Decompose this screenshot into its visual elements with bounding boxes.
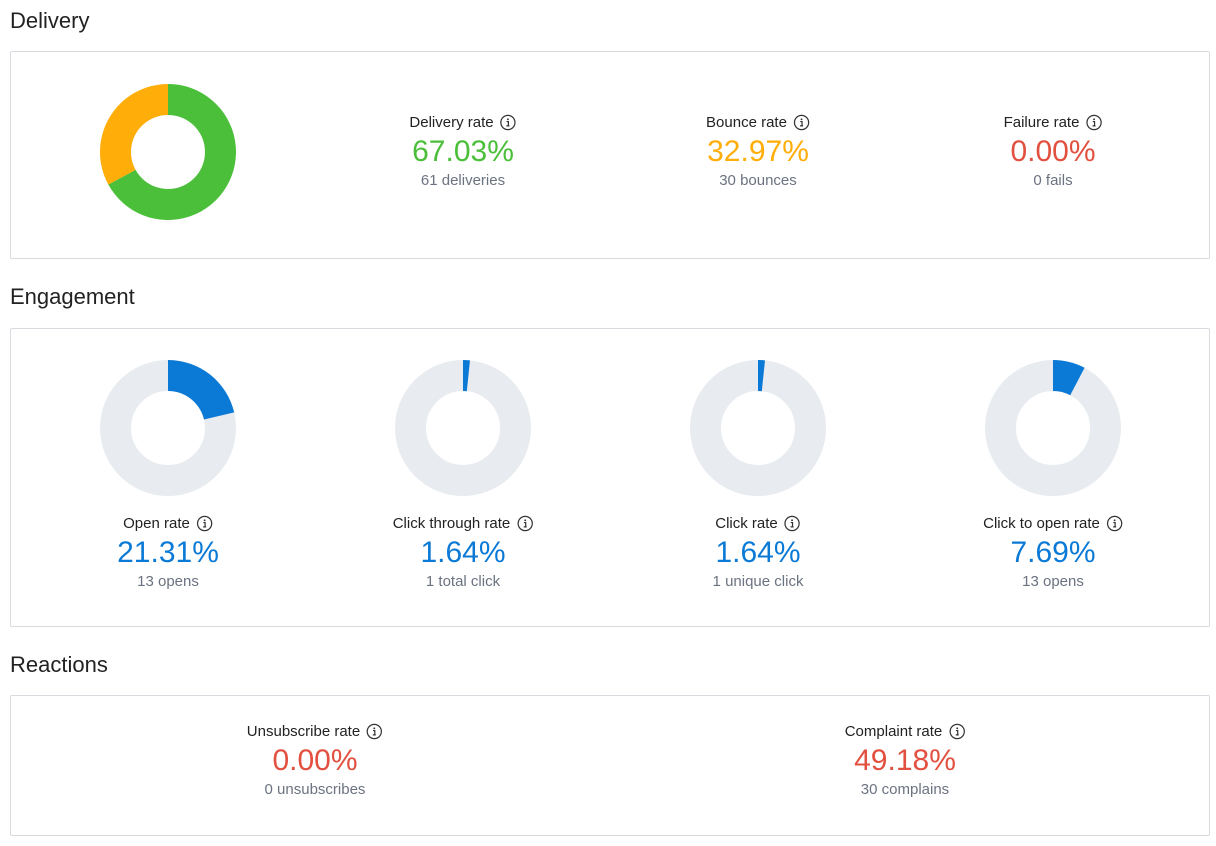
failure-rate-stat: Failure rate 0.00% 0 fails (1004, 112, 1103, 189)
bounce-rate-count: 30 bounces (719, 172, 797, 189)
info-icon[interactable] (516, 515, 533, 532)
click-rate-label: Click rate (715, 514, 778, 532)
open-rate-label: Open rate (123, 514, 190, 532)
unsubscribe-rate-label: Unsubscribe rate (246, 722, 361, 740)
open-rate-count: 13 opens (137, 573, 199, 590)
click-to-open-rate-label: Click to open rate (983, 514, 1100, 532)
donut-track (985, 360, 1121, 496)
bounce-rate-value: 32.97% (707, 135, 809, 168)
open-rate-value: 21.31% (117, 536, 219, 569)
click-to-open-rate-stat: Click to open rate 7.69% 13 opens (983, 513, 1123, 590)
click-to-open-rate-donut-chart (985, 360, 1121, 496)
donut-track (395, 360, 531, 496)
engagement-donut-value-slice (168, 360, 235, 420)
click-through-rate-stat: Click through rate 1.64% 1 total click (393, 513, 534, 590)
engagement-title: Engagement (10, 284, 135, 309)
click-through-rate-value: 1.64% (420, 536, 506, 569)
info-icon[interactable] (366, 723, 383, 740)
click-through-rate-count: 1 total click (425, 573, 501, 590)
delivery-rate-label: Delivery rate (409, 113, 494, 131)
click-rate-count: 1 unique click (712, 573, 804, 590)
engagement-card: Open rate 21.31% 13 opens Click through … (10, 328, 1210, 627)
failure-rate-label: Failure rate (1003, 113, 1080, 131)
click-to-open-rate-count: 13 opens (1022, 573, 1084, 590)
engagement-donut-value-slice (758, 360, 765, 392)
delivery-rate-stat: Delivery rate 67.03% 61 deliveries (409, 112, 516, 189)
delivery-rate-value: 67.03% (412, 135, 514, 168)
click-to-open-rate-value: 7.69% (1010, 536, 1096, 569)
reactions-title: Reactions (10, 652, 108, 677)
info-icon[interactable] (793, 114, 810, 131)
delivery-rate-count: 61 deliveries (420, 172, 506, 189)
unsubscribe-rate-value: 0.00% (272, 744, 358, 777)
failure-rate-value: 0.00% (1010, 135, 1096, 168)
delivery-donut-slice-delivery-rate (108, 84, 236, 220)
delivery-title: Delivery (10, 8, 90, 33)
info-icon[interactable] (784, 515, 801, 532)
complaint-rate-count: 30 complains (860, 781, 950, 798)
reactions-card: Unsubscribe rate 0.00% 0 unsubscribes Co… (10, 695, 1210, 836)
delivery-donut-chart (100, 84, 236, 220)
complaint-rate-stat: Complaint rate 49.18% 30 complains (845, 721, 966, 798)
engagement-donut-value-slice (1053, 360, 1085, 396)
info-icon[interactable] (196, 515, 213, 532)
click-rate-donut-chart (690, 360, 826, 496)
open-rate-stat: Open rate 21.31% 13 opens (117, 513, 219, 591)
info-icon[interactable] (1085, 114, 1102, 131)
click-rate-value: 1.64% (715, 536, 801, 569)
delivery-card: Delivery rate 67.03% 61 deliveries Bounc… (10, 51, 1210, 259)
info-icon[interactable] (500, 114, 517, 131)
complaint-rate-label: Complaint rate (844, 722, 943, 740)
info-icon[interactable] (1106, 515, 1123, 532)
unsubscribe-rate-count: 0 unsubscribes (264, 781, 366, 798)
info-icon[interactable] (948, 723, 965, 740)
open-rate-donut-chart (100, 360, 236, 496)
delivery-donut-slice-bounce-rate (100, 84, 168, 185)
bounce-rate-stat: Bounce rate 32.97% 30 bounces (706, 112, 810, 189)
donut-track (690, 360, 826, 496)
click-through-rate-label: Click through rate (392, 514, 511, 532)
bounce-rate-label: Bounce rate (706, 113, 787, 131)
failure-rate-count: 0 fails (1033, 172, 1073, 189)
complaint-rate-value: 49.18% (854, 744, 956, 777)
engagement-donut-value-slice (463, 360, 470, 392)
click-through-rate-donut-chart (395, 360, 531, 496)
unsubscribe-rate-stat: Unsubscribe rate 0.00% 0 unsubscribes (247, 721, 383, 798)
click-rate-stat: Click rate 1.64% 1 unique click (712, 513, 804, 591)
